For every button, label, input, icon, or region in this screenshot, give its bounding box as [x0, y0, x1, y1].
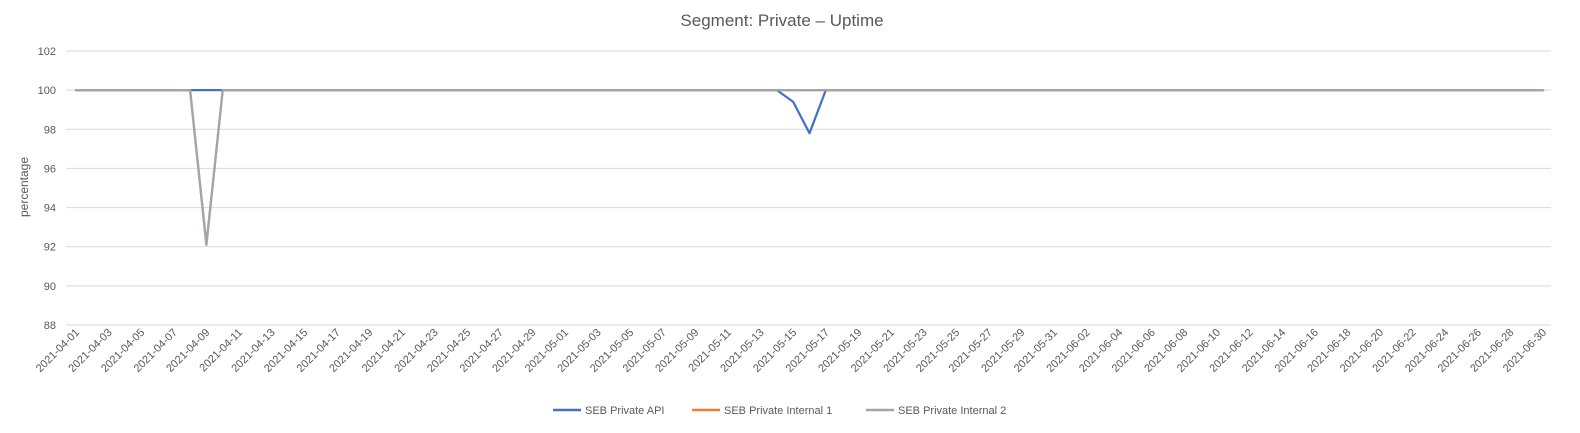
legend-label: SEB Private Internal 1	[724, 405, 832, 417]
chart-title: Segment: Private – Uptime	[680, 11, 883, 30]
legend: SEB Private API SEB Private Internal 1 SEB…	[553, 405, 1006, 417]
y-tick-label: 98	[44, 124, 56, 136]
series-line-seb-private-internal-2	[74, 89, 1545, 246]
y-tick-label: 90	[44, 281, 56, 293]
legend-label: SEB Private Internal 2	[898, 405, 1006, 417]
y-axis-ticks: 88 90 92 94 96 98 100 102	[38, 46, 56, 332]
y-tick-label: 88	[44, 320, 56, 332]
series-line-seb-private-api	[74, 89, 1545, 135]
series-line-seb-private-internal-1	[74, 89, 1545, 246]
y-axis-label: percentage	[17, 157, 31, 217]
gridlines	[66, 50, 1551, 326]
y-tick-label: 96	[44, 163, 56, 175]
y-tick-label: 102	[38, 46, 56, 58]
y-tick-label: 92	[44, 242, 56, 254]
legend-label: SEB Private API	[585, 405, 664, 417]
y-tick-label: 94	[44, 203, 56, 215]
x-axis-ticks: 2021-04-012021-04-032021-04-052021-04-07…	[34, 327, 1549, 375]
y-tick-label: 100	[38, 85, 56, 97]
series-lines	[74, 89, 1545, 246]
